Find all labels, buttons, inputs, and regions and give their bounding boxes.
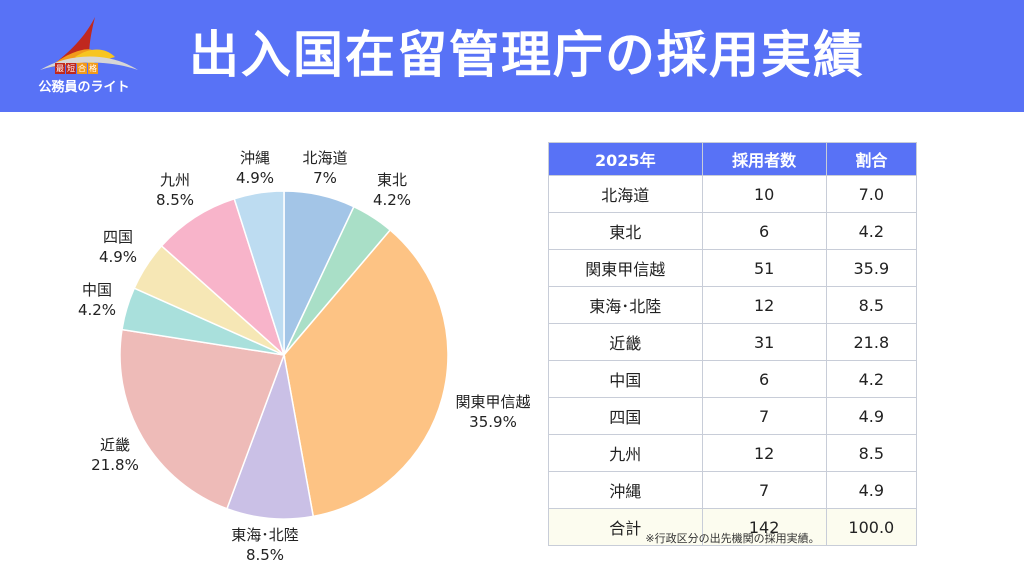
table-row: 東北 6 4.2: [548, 212, 918, 250]
logo-text: 公務員のライト: [38, 80, 130, 95]
slice-label: 北海道 7%: [302, 148, 347, 188]
slice-name: 九州: [159, 171, 191, 189]
table-cell: 四国: [548, 397, 703, 435]
logo-badge: 最: [55, 63, 65, 74]
pie-chart: [119, 190, 449, 520]
logo-badge: 短: [66, 63, 76, 74]
slice-name: 東北: [376, 171, 408, 189]
pie-slice: [233, 190, 285, 356]
table-cell: 東北: [548, 212, 703, 250]
table-cell: 6: [701, 360, 827, 398]
table-row: 中国 6 4.2: [548, 360, 918, 398]
column-header: 採用者数: [701, 142, 827, 176]
table-cell: 7.0: [825, 175, 918, 213]
slice-name: 四国: [102, 228, 134, 246]
table-row: 東海･北陸 12 8.5: [548, 286, 918, 324]
table-cell: 8.5: [825, 286, 918, 324]
table-cell: 7: [701, 397, 827, 435]
table-cell: 100.0: [825, 508, 918, 546]
slice-name: 中国: [81, 281, 113, 299]
slice-name: 東海･北陸: [231, 526, 299, 544]
table-row: 近畿 31 21.8: [548, 323, 918, 361]
slice-value: 4.2%: [372, 191, 412, 209]
slice-label: 東北 4.2%: [373, 170, 411, 210]
table-cell: 35.9: [825, 249, 918, 287]
table-row: 九州 12 8.5: [548, 434, 918, 472]
slice-name: 沖縄: [239, 149, 271, 167]
slice-value: 8.5%: [245, 546, 285, 564]
slice-value: 35.9%: [469, 413, 517, 431]
slice-label: 九州 8.5%: [156, 170, 194, 210]
footnote: ※行政区分の出先機関の採用実績。: [645, 532, 820, 545]
logo-badge: 合: [77, 63, 87, 74]
slice-label: 沖縄 4.9%: [236, 148, 274, 188]
table-cell: 142: [701, 508, 827, 546]
table-row: 四国 7 4.9: [548, 397, 918, 435]
table-row: 北海道 10 7.0: [548, 175, 918, 213]
data-table: 2025年 採用者数 割合 北海道 10 7.0 東北 6 4.2 関東甲信越 51 35.9 東…: [548, 142, 918, 546]
slice-name: 関東甲信越: [455, 393, 531, 411]
page-title: 出入国在留管理庁の採用実績: [189, 26, 865, 84]
table-cell: 4.2: [825, 212, 918, 250]
logo-badge: 格: [88, 63, 98, 74]
table-cell: 4.9: [825, 471, 918, 509]
slice-value: 4.9%: [98, 248, 138, 266]
slice-label: 東海･北陸 8.5%: [231, 525, 299, 565]
column-header: 割合: [825, 142, 918, 176]
table-cell: 31: [701, 323, 827, 361]
table-cell: 近畿: [548, 323, 703, 361]
slice-label: 中国 4.2%: [78, 280, 116, 320]
table-cell: 7: [701, 471, 827, 509]
pie-slice: [283, 228, 449, 518]
table-row: 沖縄 7 4.9: [548, 471, 918, 509]
table-cell: 21.8: [825, 323, 918, 361]
table-cell: 沖縄: [548, 471, 703, 509]
table-cell: 8.5: [825, 434, 918, 472]
slice-value: 8.5%: [155, 191, 195, 209]
table-cell: 合計: [548, 508, 703, 546]
slice-label: 四国 4.9%: [99, 227, 137, 267]
table-cell: 九州: [548, 434, 703, 472]
table-cell: 12: [701, 434, 827, 472]
table-cell: 4.9: [825, 397, 918, 435]
table-cell: 10: [701, 175, 827, 213]
slice-value: 4.9%: [235, 169, 275, 187]
slice-name: 北海道: [302, 149, 348, 167]
pie-slice: [160, 197, 286, 358]
slice-label: 近畿 21.8%: [91, 435, 139, 475]
table-cell: 東海･北陸: [548, 286, 703, 324]
pie-slice: [225, 352, 315, 520]
pie-slice: [119, 328, 286, 510]
slice-name: 近畿: [99, 436, 130, 454]
table-cell: 北海道: [548, 175, 703, 213]
slice-label: 関東甲信越 35.9%: [455, 392, 530, 432]
table-cell: 関東甲信越: [548, 249, 703, 287]
table-cell: 6: [701, 212, 827, 250]
slice-value: 21.8%: [91, 456, 139, 474]
slice-value: 7%: [313, 169, 337, 187]
table-row: 関東甲信越 51 35.9: [548, 249, 918, 287]
table-total-row: 合計 142 100.0: [548, 508, 918, 546]
table-cell: 中国: [548, 360, 703, 398]
table-cell: 12: [701, 286, 827, 324]
table-cell: 51: [701, 249, 827, 287]
table-cell: 4.2: [825, 360, 918, 398]
header-banner: 最 短 合 格 公務員のライト 出入国在留管理庁の採用実績: [0, 0, 1024, 112]
column-header: 2025年: [548, 142, 703, 176]
logo-icon: [40, 17, 138, 70]
slice-value: 4.2%: [77, 301, 117, 319]
